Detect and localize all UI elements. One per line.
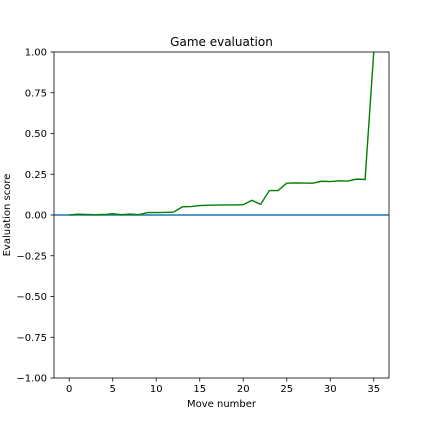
y-axis-label: Evaluation score (2, 174, 13, 257)
x-axis-label: Move number (187, 399, 257, 410)
x-tick-label: 0 (66, 384, 72, 395)
y-tick-label: −0.50 (16, 292, 47, 303)
plot-area (54, 52, 389, 216)
y-tick-label: 0.75 (25, 88, 47, 99)
x-tick-label: 35 (367, 384, 380, 395)
y-tick-label: −0.75 (16, 333, 47, 344)
chart-title: Game evaluation (170, 35, 273, 49)
x-tick-label: 25 (280, 384, 293, 395)
x-tick-label: 5 (110, 384, 116, 395)
x-tick-label: 30 (324, 384, 337, 395)
y-tick-label: 0.50 (25, 129, 47, 140)
x-axis: 0 5 10 15 20 25 30 35 (66, 378, 380, 395)
x-tick-label: 15 (193, 384, 206, 395)
y-axis: −1.00 −0.75 −0.50 −0.25 0.00 0.25 0.50 0.75 1.00 (16, 48, 54, 385)
x-tick-label: 10 (150, 384, 163, 395)
y-tick-label: 1.00 (25, 48, 47, 59)
y-tick-label: −1.00 (16, 374, 47, 385)
x-tick-label: 20 (237, 384, 250, 395)
evaluation-line (69, 52, 375, 216)
y-tick-label: 0.00 (25, 211, 47, 222)
y-tick-label: −0.25 (16, 251, 47, 262)
y-tick-label: 0.25 (25, 170, 47, 181)
